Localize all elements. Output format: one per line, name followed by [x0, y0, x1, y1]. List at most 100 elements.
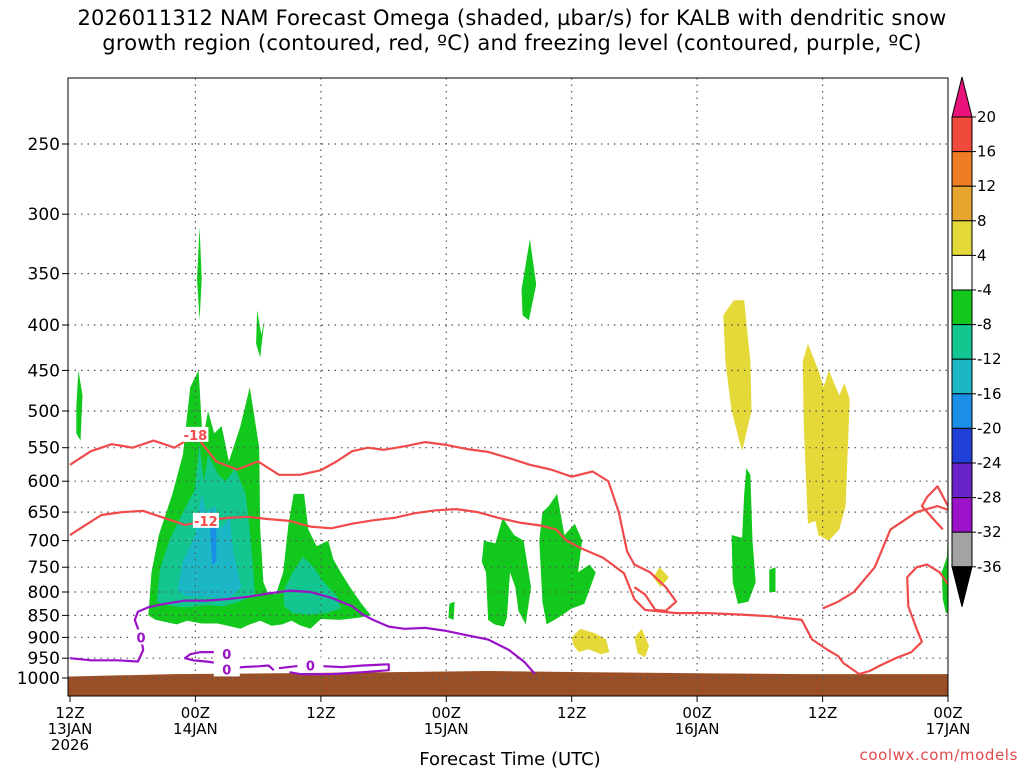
x-tick-label-2-0: 12Z [306, 704, 335, 722]
x-tick-label-7-0: 00Z [933, 704, 962, 722]
ground-fill [68, 671, 948, 696]
chart-title: 2026011312 NAM Forecast Omega (shaded, µ… [0, 6, 1024, 56]
colorbar-seg-9 [951, 393, 973, 429]
x-axis-label: Forecast Time (UTC) [419, 749, 600, 768]
colorbar-label-3: 8 [977, 212, 987, 230]
freezing-contour-label-3: 0 [306, 659, 315, 674]
colorbar-label-6: -8 [977, 316, 992, 334]
colorbar-label-13: -36 [977, 558, 1002, 576]
colorbar-label-7: -12 [977, 350, 1002, 368]
colorbar-label-5: -4 [977, 281, 992, 299]
omega-region-9 [448, 601, 455, 620]
x-tick-label-5-0: 00Z [682, 704, 711, 722]
omega-region-18 [634, 628, 650, 658]
colorbar-seg-11 [951, 462, 973, 499]
y-tick-label-750: 750 [28, 558, 60, 578]
x-tick-label-1-1: 14JAN [173, 720, 218, 738]
colorbar-bottom-arrow [951, 566, 973, 607]
y-tick-label-650: 650 [28, 503, 60, 523]
omega-region-16 [802, 343, 850, 541]
dgz-contour-label-bg-0 [182, 426, 209, 442]
colorbar-seg-2 [951, 151, 973, 187]
colorbar-seg-8 [951, 358, 973, 395]
y-tick-label-850: 850 [28, 606, 60, 626]
y-tick-label-300: 300 [28, 205, 60, 225]
colorbar-label-10: -24 [977, 454, 1002, 472]
y-tick-label-700: 700 [28, 532, 60, 552]
plot-frame [67, 77, 949, 697]
dgz-contour-line-4 [822, 505, 948, 610]
freezing-contour-label-2: 0 [222, 663, 231, 678]
dgz-contour-label-bg-1 [192, 512, 219, 528]
y-tick-label-950: 950 [28, 649, 60, 669]
omega-region-11 [539, 493, 596, 625]
colorbar-top-arrow [951, 76, 973, 118]
y-tick-label-900: 900 [28, 628, 60, 648]
omega-region-4 [210, 517, 217, 565]
omega-region-14 [941, 523, 948, 614]
x-tick-label-3-0: 00Z [432, 704, 461, 722]
freezing-contour-label-0: 0 [137, 631, 146, 646]
y-tick-label-400: 400 [28, 316, 60, 336]
x-tick-label-6-0: 12Z [808, 704, 837, 722]
y-tick-label-600: 600 [28, 472, 60, 492]
colorbar-seg-5 [951, 254, 973, 291]
y-tick-label-500: 500 [28, 402, 60, 422]
dgz-contour-line-2 [858, 563, 948, 676]
colorbar-seg-10 [951, 427, 973, 464]
omega-region-13 [769, 567, 776, 592]
x-tick-label-7-1: 17JAN [926, 720, 971, 738]
colorbar-seg-13 [951, 531, 973, 568]
ground-layer [68, 671, 948, 696]
y-tick-label-800: 800 [28, 583, 60, 603]
y-tick-label-350: 350 [28, 265, 60, 285]
colorbar-seg-7 [951, 324, 973, 360]
y-tick-label-450: 450 [28, 361, 60, 381]
omega-region-19 [653, 567, 669, 588]
freezing-contour-label-1: 0 [222, 648, 231, 663]
colorbar: 20 16 12 8 4 -4 -8 -12 -16 -20 -24 -28 -32 -36 [951, 76, 1002, 607]
colorbar-label-9: -20 [977, 419, 1002, 437]
colorbar-label-2: 12 [977, 177, 996, 195]
y-tick-label-1000: 1000 [17, 669, 60, 689]
omega-region-17 [571, 628, 610, 655]
omega-region-15 [723, 300, 752, 452]
colorbar-label-12: -32 [977, 523, 1002, 541]
x-tick-label-5-1: 16JAN [675, 720, 720, 738]
y-tick-label-550: 550 [28, 439, 60, 459]
x-tick-label-1-0: 00Z [181, 704, 210, 722]
omega-region-6 [256, 310, 265, 358]
x-tick-label-3-1: 15JAN [424, 720, 469, 738]
dgz-contour-label-0: -18 [184, 429, 208, 444]
chart-title-line1: 2026011312 NAM Forecast Omega (shaded, µ… [77, 6, 947, 30]
colorbar-seg-12 [951, 497, 973, 533]
site-credit: coolwx.com/models [859, 746, 1018, 764]
omega-region-2 [283, 556, 341, 615]
colorbar-seg-3 [951, 185, 973, 222]
omega-region-7 [76, 370, 83, 441]
x-tick-label-0-0: 12Z [55, 704, 84, 722]
omega-region-10 [481, 517, 531, 627]
colorbar-seg-6 [951, 289, 973, 326]
colorbar-label-8: -16 [977, 385, 1002, 403]
colorbar-seg-1 [951, 116, 973, 153]
colorbar-label-11: -28 [977, 489, 1002, 507]
colorbar-label-1: 16 [977, 143, 996, 161]
x-tick-label-0-1: 13JAN [48, 720, 93, 738]
omega-region-12 [731, 468, 756, 604]
colorbar-label-0: 20 [977, 108, 996, 126]
x-tick-label-4-0: 12Z [557, 704, 586, 722]
freezing-contour-label-bg-3 [297, 657, 324, 673]
y-tick-label-250: 250 [28, 135, 60, 155]
colorbar-seg-4 [951, 220, 973, 256]
plot-grid [68, 78, 948, 696]
colorbar-label-4: 4 [977, 246, 987, 264]
freezing-contour-label-bg-2 [213, 661, 240, 677]
chart-title-line2: growth region (contoured, red, ºC) and f… [102, 31, 922, 55]
freezing-contour-label-bg-0 [128, 629, 155, 645]
x-tick-label-0-2: 2026 [51, 736, 89, 754]
freezing-contour-label-bg-1 [213, 646, 240, 662]
